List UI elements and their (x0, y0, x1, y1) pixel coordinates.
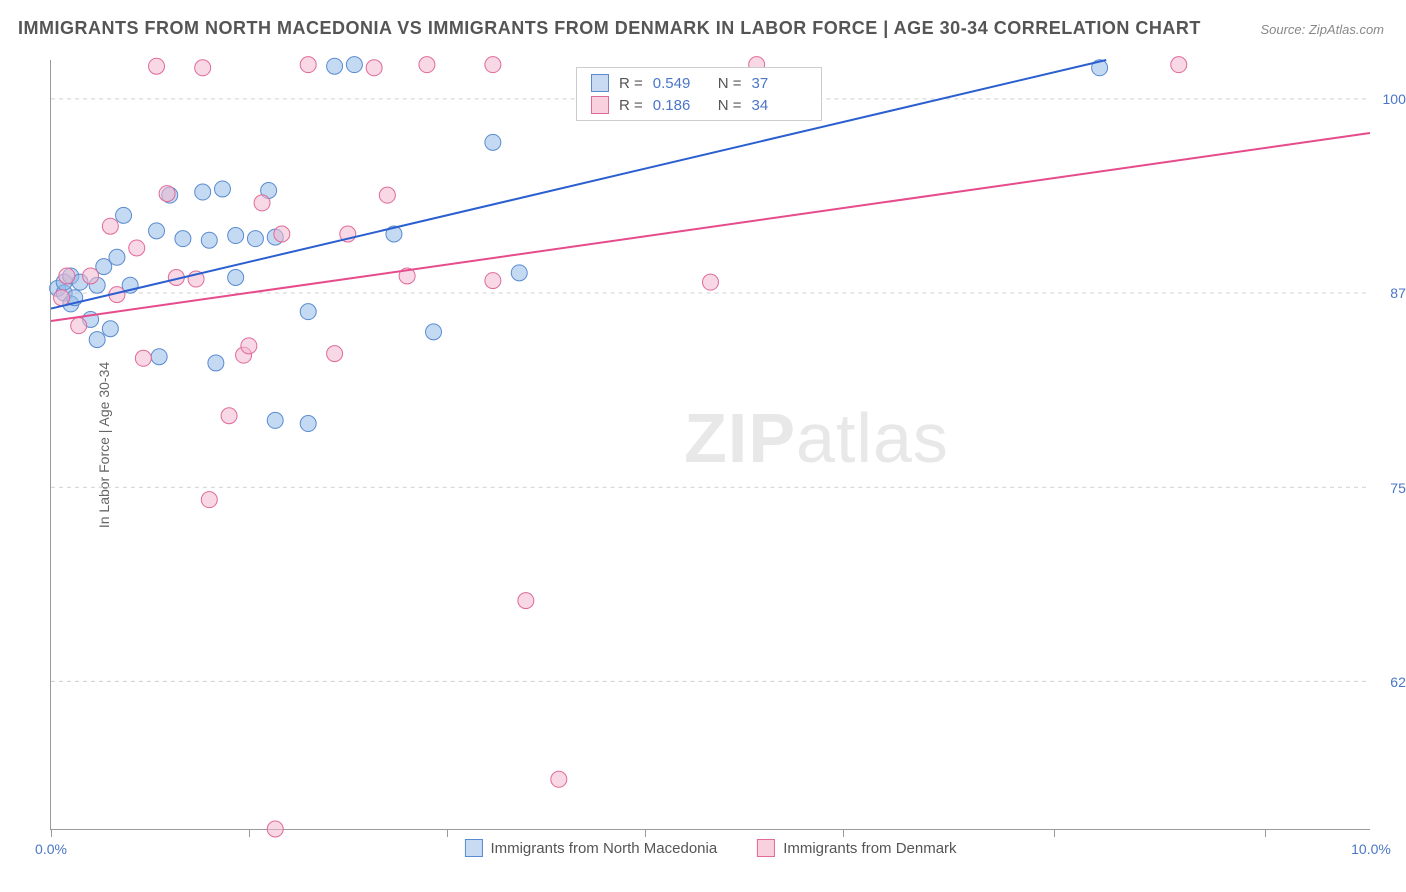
xtick (1054, 829, 1055, 837)
scatter-point (267, 821, 283, 837)
bottom-legend: Immigrants from North Macedonia Immigran… (464, 839, 956, 857)
scatter-point (221, 408, 237, 424)
scatter-point (149, 223, 165, 239)
scatter-point (254, 195, 270, 211)
scatter-point (102, 321, 118, 337)
scatter-point (214, 181, 230, 197)
scatter-point (159, 186, 175, 202)
scatter-point (551, 771, 567, 787)
scatter-point (109, 249, 125, 265)
scatter-point (228, 270, 244, 286)
scatter-point (149, 58, 165, 74)
scatter-point (267, 412, 283, 428)
ytick-label: 62.5% (1390, 674, 1406, 690)
bottom-legend-macedonia: Immigrants from North Macedonia (464, 839, 717, 857)
n-prefix: N = (718, 75, 742, 92)
xtick (447, 829, 448, 837)
xtick-label-end: 10.0% (1351, 841, 1391, 857)
scatter-point (195, 184, 211, 200)
scatter-point (346, 57, 362, 73)
scatter-point (151, 349, 167, 365)
scatter-point (327, 58, 343, 74)
scatter-point (135, 350, 151, 366)
xtick (249, 829, 250, 837)
scatter-point (511, 265, 527, 281)
scatter-svg (51, 60, 1370, 829)
n-prefix: N = (718, 97, 742, 114)
source-label: Source: ZipAtlas.com (1260, 22, 1384, 37)
r-prefix: R = (619, 97, 643, 114)
scatter-point (201, 492, 217, 508)
scatter-point (426, 324, 442, 340)
scatter-point (83, 268, 99, 284)
scatter-point (175, 231, 191, 247)
plot-area: In Labor Force | Age 30-34 ZIPatlas R = … (50, 60, 1370, 830)
scatter-point (300, 416, 316, 432)
xtick (51, 829, 52, 837)
scatter-point (241, 338, 257, 354)
scatter-point (201, 232, 217, 248)
swatch-blue-icon (464, 839, 482, 857)
scatter-point (518, 593, 534, 609)
scatter-point (228, 228, 244, 244)
correlation-legend: R = 0.549 N = 37 R = 0.186 N = 34 (576, 67, 822, 121)
chart-title: IMMIGRANTS FROM NORTH MACEDONIA VS IMMIG… (18, 18, 1201, 39)
scatter-point (419, 57, 435, 73)
bottom-legend-label: Immigrants from Denmark (783, 840, 956, 857)
scatter-point (102, 218, 118, 234)
legend-row-macedonia: R = 0.549 N = 37 (577, 72, 821, 94)
scatter-point (300, 57, 316, 73)
bottom-legend-label: Immigrants from North Macedonia (490, 840, 717, 857)
n-value-macedonia: 37 (752, 75, 807, 92)
n-value-denmark: 34 (752, 97, 807, 114)
scatter-point (327, 346, 343, 362)
scatter-point (274, 226, 290, 242)
swatch-blue-icon (591, 74, 609, 92)
scatter-point (129, 240, 145, 256)
scatter-point (485, 134, 501, 150)
r-prefix: R = (619, 75, 643, 92)
scatter-point (71, 318, 87, 334)
ytick-label: 75.0% (1390, 480, 1406, 496)
xtick (1265, 829, 1266, 837)
swatch-pink-icon (591, 96, 609, 114)
legend-row-denmark: R = 0.186 N = 34 (577, 94, 821, 116)
scatter-point (54, 290, 70, 306)
scatter-point (116, 207, 132, 223)
scatter-point (59, 268, 75, 284)
ytick-label: 87.5% (1390, 285, 1406, 301)
scatter-point (208, 355, 224, 371)
ytick-label: 100.0% (1383, 91, 1406, 107)
scatter-point (300, 304, 316, 320)
xtick (645, 829, 646, 837)
xtick-label-start: 0.0% (35, 841, 67, 857)
scatter-point (485, 57, 501, 73)
scatter-point (485, 273, 501, 289)
r-value-denmark: 0.186 (653, 97, 708, 114)
swatch-pink-icon (757, 839, 775, 857)
xtick (843, 829, 844, 837)
scatter-point (703, 274, 719, 290)
scatter-point (247, 231, 263, 247)
scatter-point (89, 332, 105, 348)
bottom-legend-denmark: Immigrants from Denmark (757, 839, 956, 857)
scatter-point (379, 187, 395, 203)
scatter-point (195, 60, 211, 76)
r-value-macedonia: 0.549 (653, 75, 708, 92)
scatter-point (366, 60, 382, 76)
scatter-point (1171, 57, 1187, 73)
